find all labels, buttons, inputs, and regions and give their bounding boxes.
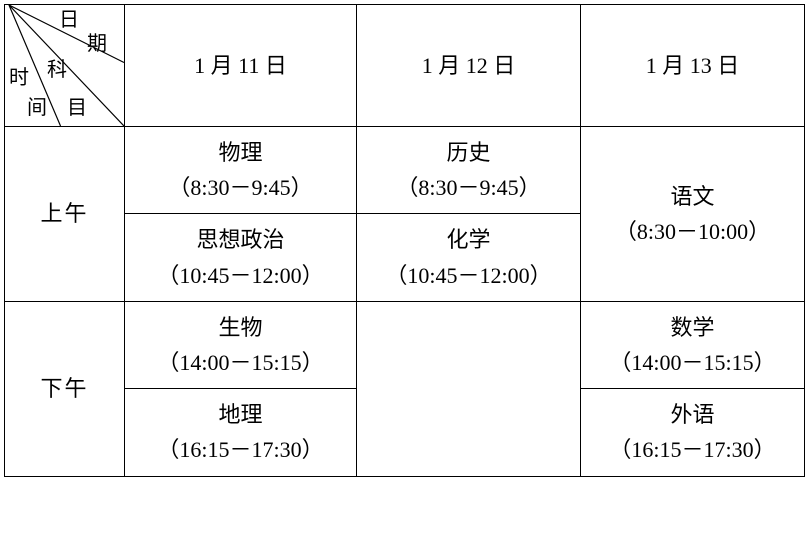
subject-label: 地理 [218,397,262,432]
cell-am-d2-2: 化学 （10:45－12:00） [357,214,581,301]
time-label: （8:30－10:00） [615,214,770,249]
time-label: （14:00－15:15） [157,345,323,380]
header-date-label-1: 日 [59,9,79,31]
subject-label: 语文 [670,179,714,214]
diagonal-header: 日 期 科 目 时 间 [5,5,125,127]
date-header-2: 1 月 12 日 [357,5,581,127]
time-label: （8:30－9:45） [396,170,540,205]
time-label: （8:30－9:45） [168,170,312,205]
subject-label: 数学 [670,310,714,345]
exam-schedule-table: 日 期 科 目 时 间 1 月 11 日 1 月 12 日 1 月 13 日 上… [4,4,805,477]
cell-pm-d1-1: 生物 （14:00－15:15） [125,301,357,388]
cell-pm-d2-empty [357,301,581,476]
header-time-label-2: 间 [27,97,47,119]
subject-label: 思想政治 [196,222,284,257]
subject-label: 物理 [218,135,262,170]
subject-label: 历史 [446,135,490,170]
time-label: （10:45－12:00） [385,258,551,293]
cell-am-d1-2: 思想政治 （10:45－12:00） [125,214,357,301]
cell-pm-d3-2: 外语 （16:15－17:30） [581,389,805,476]
time-label: （10:45－12:00） [157,258,323,293]
subject-label: 化学 [446,222,490,257]
header-subject-label-1: 科 [47,59,67,81]
table-row: 日 期 科 目 时 间 1 月 11 日 1 月 12 日 1 月 13 日 [5,5,805,127]
time-label: （14:00－15:15） [609,345,775,380]
cell-pm-d1-2: 地理 （16:15－17:30） [125,389,357,476]
time-label: （16:15－17:30） [609,432,775,467]
cell-am-d3: 语文 （8:30－10:00） [581,127,805,302]
date-header-3: 1 月 13 日 [581,5,805,127]
cell-am-d1-1: 物理 （8:30－9:45） [125,127,357,214]
period-pm: 下午 [5,301,125,476]
period-am: 上午 [5,127,125,302]
table-row: 下午 生物 （14:00－15:15） 数学 （14:00－15:15） [5,301,805,388]
date-header-1: 1 月 11 日 [125,5,357,127]
header-date-label-2: 期 [87,33,107,55]
header-time-label-1: 时 [9,67,29,89]
cell-am-d2-1: 历史 （8:30－9:45） [357,127,581,214]
cell-pm-d3-1: 数学 （14:00－15:15） [581,301,805,388]
subject-label: 外语 [670,397,714,432]
header-subject-label-2: 目 [67,97,87,119]
subject-label: 生物 [218,310,262,345]
time-label: （16:15－17:30） [157,432,323,467]
table-row: 上午 物理 （8:30－9:45） 历史 （8:30－9:45） 语文 （8:3… [5,127,805,214]
